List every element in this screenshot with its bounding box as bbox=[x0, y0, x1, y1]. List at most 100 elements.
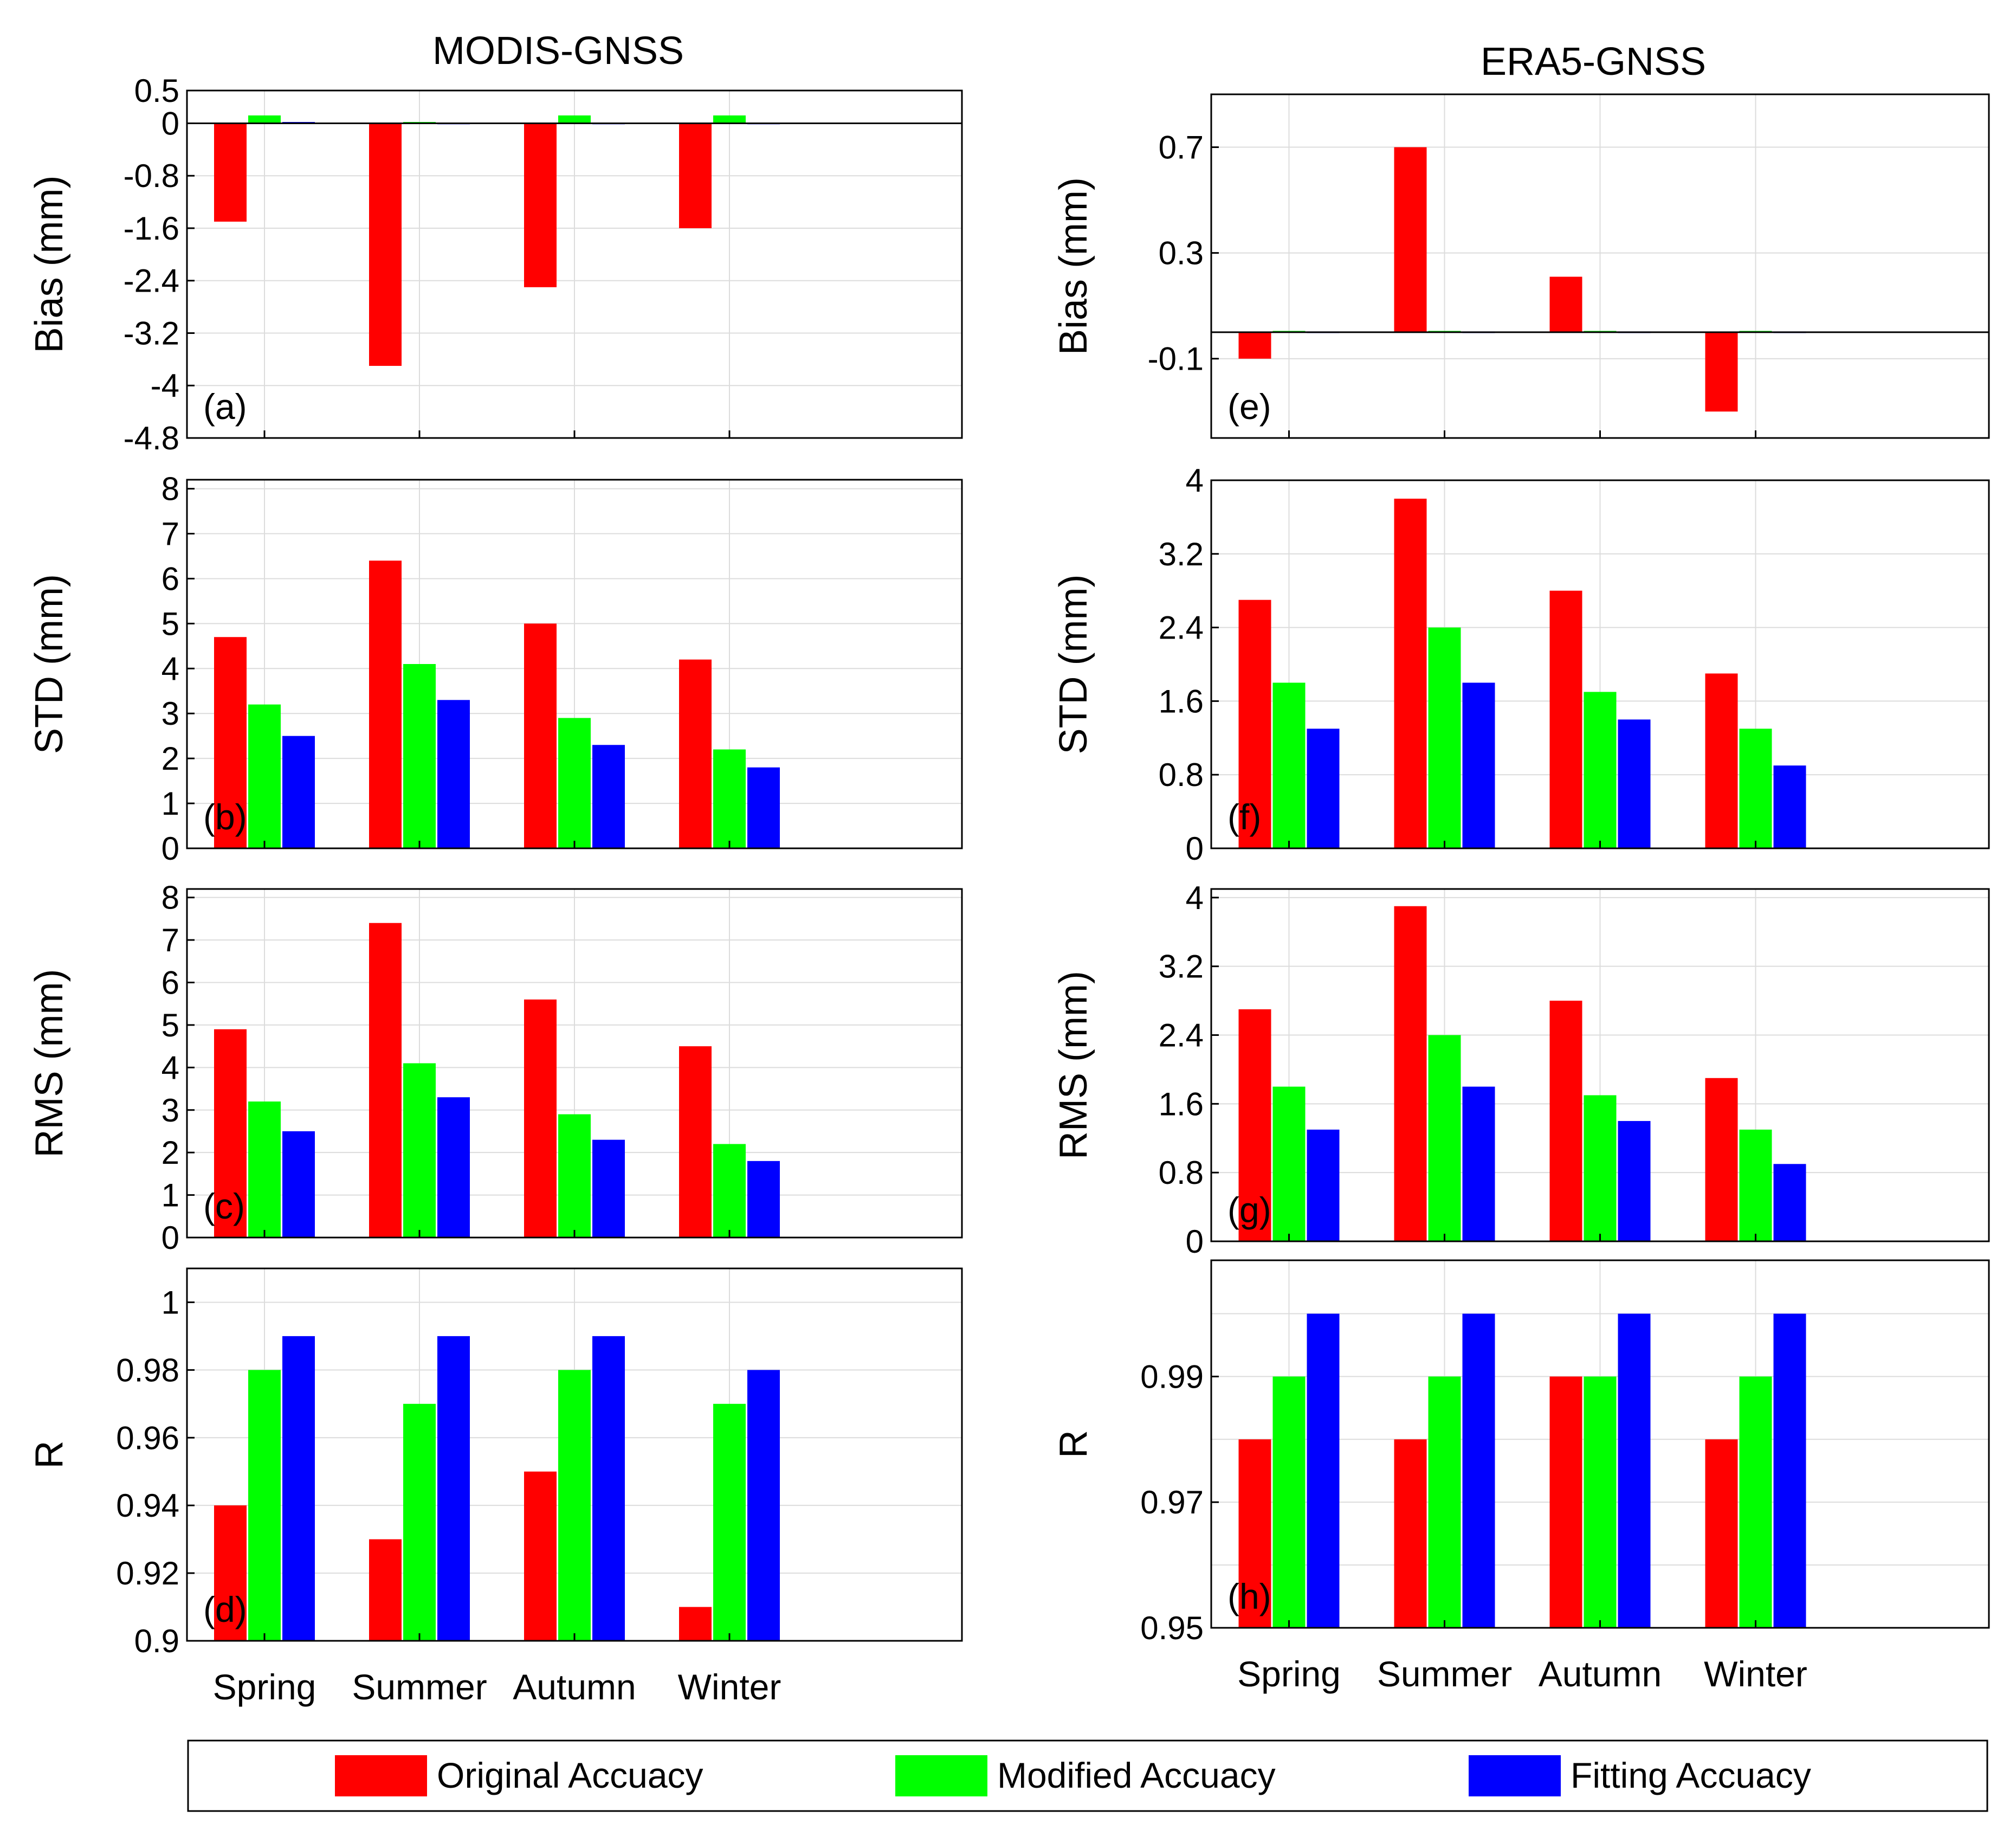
y-tick-label: 2 bbox=[161, 1135, 179, 1171]
bar-f-s1-spring bbox=[1272, 682, 1306, 848]
bar-h-s1-winter bbox=[1739, 1376, 1772, 1628]
bar-a-s0-winter bbox=[679, 123, 712, 228]
y-axis-label: STD (mm) bbox=[28, 574, 71, 754]
y-tick-label: -1.6 bbox=[124, 210, 179, 247]
y-axis-label: R bbox=[28, 1441, 71, 1469]
x-tick-label-winter: Winter bbox=[678, 1667, 781, 1707]
panel-a: 0.50 -0.8 -1.6 -2.4 -3.2 -4 -4.8 Bias (mm) (a) bbox=[28, 73, 963, 456]
bar-c-s1-autumn bbox=[558, 1114, 591, 1238]
bar-h-s0-spring bbox=[1238, 1439, 1271, 1628]
y-axis-label: RMS (mm) bbox=[1052, 971, 1095, 1159]
bar-f-s0-summer bbox=[1394, 498, 1427, 848]
y-tick-label: 0.5 bbox=[134, 73, 179, 109]
bar-c-s0-spring bbox=[214, 1029, 247, 1238]
y-axis-label: R bbox=[1052, 1430, 1095, 1458]
panel-label: (b) bbox=[203, 797, 247, 837]
bar-f-s2-summer bbox=[1462, 682, 1495, 848]
bar-d-s0-winter bbox=[679, 1607, 712, 1641]
y-tick-label: -2.4 bbox=[124, 263, 179, 299]
y-tick-label: 0.97 bbox=[1140, 1484, 1204, 1520]
y-tick-label: 5 bbox=[161, 1007, 179, 1043]
bar-a-s1-winter bbox=[713, 115, 746, 124]
y-axis-label: STD (mm) bbox=[1052, 575, 1095, 755]
bar-h-s0-autumn bbox=[1549, 1376, 1582, 1628]
y-tick-label: 2.4 bbox=[1159, 610, 1204, 646]
y-tick-label: 0.98 bbox=[116, 1352, 179, 1388]
panel-label: (a) bbox=[203, 386, 247, 427]
x-tick-label-summer: Summer bbox=[1377, 1654, 1512, 1694]
bar-c-s1-spring bbox=[248, 1101, 281, 1238]
x-tick-label-summer: Summer bbox=[352, 1667, 487, 1707]
bar-b-s0-summer bbox=[369, 560, 402, 848]
bar-e-s0-autumn bbox=[1549, 276, 1582, 332]
x-tick-label-autumn: Autumn bbox=[513, 1667, 636, 1707]
y-tick-label: -4 bbox=[151, 368, 179, 404]
y-tick-label: 4 bbox=[1186, 462, 1204, 499]
y-axis-label: Bias (mm) bbox=[1052, 177, 1095, 355]
y-tick-label: 2 bbox=[161, 740, 179, 777]
bar-d-s2-winter bbox=[747, 1370, 780, 1641]
left-column-title: MODIS-GNSS bbox=[432, 29, 684, 73]
y-tick-label: 0.94 bbox=[116, 1487, 179, 1524]
bar-a-s0-summer bbox=[369, 123, 402, 366]
y-tick-label: 7 bbox=[161, 922, 179, 958]
legend: Original Accuacy Modified Accuacy Fitting … bbox=[187, 1739, 1988, 1812]
panel-b: 0 1 2 3 4 5 6 7 8 STD (mm) (b) bbox=[28, 471, 963, 867]
y-tick-label: 0 bbox=[161, 105, 179, 141]
bar-b-s0-spring bbox=[214, 637, 247, 848]
bar-d-s1-autumn bbox=[558, 1370, 591, 1641]
y-tick-label: 3 bbox=[161, 695, 179, 732]
y-tick-label: 3 bbox=[161, 1092, 179, 1129]
panel-f: 0 0.8 1.6 2.4 3.2 4 STD (mm) (f) bbox=[1052, 462, 1990, 867]
y-axis-label: RMS (mm) bbox=[28, 969, 71, 1158]
right-column-title: ERA5-GNSS bbox=[1481, 40, 1706, 83]
bar-g-s2-winter bbox=[1773, 1164, 1806, 1241]
panel-e: 0.7 0.3 -0.1 Bias (mm) (e) bbox=[1052, 93, 1990, 439]
y-tick-label: 1 bbox=[161, 785, 179, 822]
y-tick-label: 0 bbox=[1186, 830, 1204, 867]
bar-g-s1-autumn bbox=[1584, 1095, 1617, 1241]
bar-d-s2-spring bbox=[282, 1336, 315, 1641]
bar-g-s1-winter bbox=[1739, 1129, 1772, 1241]
bar-f-s1-summer bbox=[1428, 627, 1461, 848]
bar-b-s2-autumn bbox=[592, 745, 625, 848]
y-tick-label: 1 bbox=[161, 1177, 179, 1214]
y-tick-label: 8 bbox=[161, 471, 179, 507]
panel-c: 0 1 2 3 4 5 6 7 8 RMS (mm) (c) bbox=[28, 880, 963, 1256]
bar-b-s2-winter bbox=[747, 767, 780, 848]
bar-c-s0-autumn bbox=[524, 999, 557, 1238]
y-tick-label: 0.3 bbox=[1159, 235, 1204, 272]
y-tick-label: 7 bbox=[161, 516, 179, 552]
bar-h-s1-summer bbox=[1428, 1376, 1461, 1628]
y-tick-label: 8 bbox=[161, 880, 179, 916]
panel-label: (h) bbox=[1227, 1576, 1271, 1616]
y-tick-label: 0.96 bbox=[116, 1420, 179, 1456]
y-tick-label: 0 bbox=[1186, 1223, 1204, 1260]
y-tick-label: 0.8 bbox=[1159, 757, 1204, 793]
y-tick-label: 0.9 bbox=[134, 1623, 179, 1659]
y-tick-label: 0 bbox=[161, 1220, 179, 1256]
bar-c-s2-summer bbox=[437, 1097, 470, 1238]
panel-label: (f) bbox=[1227, 797, 1261, 837]
bar-c-s1-summer bbox=[403, 1063, 436, 1238]
bar-b-s1-spring bbox=[248, 704, 281, 848]
y-tick-label: 6 bbox=[161, 965, 179, 1001]
y-tick-label: -4.8 bbox=[124, 420, 179, 456]
bar-g-s0-autumn bbox=[1549, 1001, 1582, 1241]
bar-a-s1-autumn bbox=[558, 115, 591, 124]
y-axis-label: Bias (mm) bbox=[28, 176, 71, 353]
y-tick-label: 0.7 bbox=[1159, 130, 1204, 166]
bar-f-s0-autumn bbox=[1549, 590, 1582, 848]
bar-h-s2-winter bbox=[1773, 1313, 1806, 1628]
panel-label: (g) bbox=[1227, 1190, 1271, 1230]
legend-label-1: Modified Accuacy bbox=[997, 1755, 1276, 1795]
bar-h-s2-summer bbox=[1462, 1313, 1495, 1628]
y-tick-label: -0.8 bbox=[124, 158, 179, 194]
y-tick-label: -0.1 bbox=[1148, 341, 1204, 377]
panel-label: (d) bbox=[203, 1589, 247, 1629]
bar-c-s2-spring bbox=[282, 1131, 315, 1238]
bar-h-s2-spring bbox=[1307, 1313, 1340, 1628]
bar-b-s2-spring bbox=[282, 736, 315, 848]
y-tick-label: 0.92 bbox=[116, 1555, 179, 1591]
